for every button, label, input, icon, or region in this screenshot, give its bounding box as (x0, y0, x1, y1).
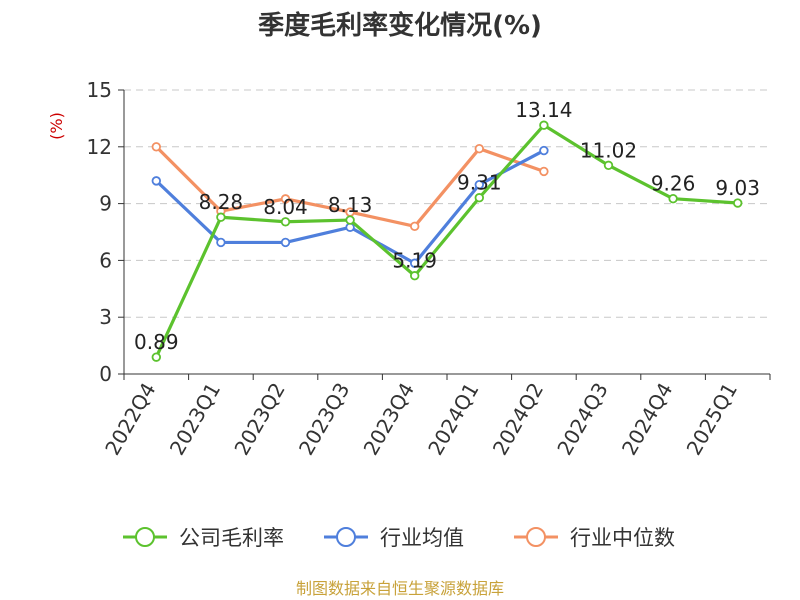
data-point (539, 145, 549, 156)
data-label: 9.03 (715, 176, 760, 200)
data-point (733, 198, 743, 208)
legend-label: 行业中位数 (570, 526, 675, 550)
legend-label: 公司毛利率 (179, 526, 284, 550)
x-tick-label: 2023Q2 (229, 379, 289, 460)
data-point (410, 221, 420, 232)
legend-swatch-marker (526, 527, 546, 547)
data-label: 9.31 (457, 171, 502, 195)
data-point (474, 193, 484, 203)
x-tick-label: 2024Q2 (488, 379, 548, 460)
x-tick-labels: 2022Q4 2023Q1 2023Q2 2023Q3 2023Q4 2024Q1 2024… (100, 379, 742, 460)
y-tick-label: 6 (99, 248, 112, 272)
legend-item: 行业中位数 (514, 526, 675, 550)
data-point (345, 215, 355, 225)
x-tick-label: 2024Q1 (423, 379, 483, 460)
x-tick-label: 2023Q4 (359, 379, 419, 460)
y-tick-label: 3 (99, 305, 112, 329)
legend: 公司毛利率 行业均值 行业中位数 (123, 526, 675, 550)
x-tick-label: 2024Q4 (617, 379, 677, 460)
data-point (474, 143, 484, 154)
y-tick-label: 12 (87, 135, 112, 159)
legend-item: 公司毛利率 (123, 526, 284, 550)
data-labels: 0.89 8.28 8.04 8.13 5.19 9.31 13.14 11.02 9.26 9.… (134, 98, 760, 354)
legend-label: 行业均值 (380, 526, 464, 550)
data-label: 0.89 (134, 330, 179, 354)
data-label: 11.02 (580, 138, 637, 162)
x-tick-label: 2025Q1 (682, 379, 742, 460)
data-point (216, 212, 226, 222)
y-tick-label: 9 (99, 192, 112, 216)
chart-title: 季度毛利率变化情况(%) (258, 10, 542, 41)
y-tick-labels: 0 3 6 9 12 15 (87, 78, 112, 386)
y-tick-label: 15 (87, 78, 112, 102)
data-point (280, 194, 291, 204)
series-line (154, 123, 738, 358)
y-axis-label: (%) (47, 112, 66, 140)
axes (118, 89, 771, 380)
data-label: 8.28 (199, 190, 244, 214)
y-tick-label: 0 (99, 362, 112, 386)
data-point (474, 179, 484, 190)
data-label: 8.04 (263, 195, 308, 219)
data-point (539, 166, 549, 177)
data-point (603, 160, 614, 171)
data-label: 5.19 (392, 249, 437, 273)
data-point (151, 176, 161, 186)
data-point (151, 352, 161, 362)
x-tick-label: 2022Q4 (100, 379, 160, 460)
source-note: 制图数据来自恒生聚源数据库 (296, 579, 504, 598)
data-point (539, 120, 549, 130)
data-label: 8.13 (328, 193, 373, 217)
data-point (410, 271, 420, 281)
legend-swatch-marker (336, 527, 356, 547)
data-point (668, 193, 678, 204)
data-label: 9.26 (651, 172, 696, 196)
data-point (216, 237, 226, 248)
data-point (280, 217, 291, 227)
x-tick-label: 2023Q3 (294, 379, 354, 460)
data-point (410, 258, 420, 268)
x-tick-label: 2023Q1 (165, 379, 225, 460)
series-lines (151, 120, 743, 362)
data-label: 13.14 (515, 98, 572, 122)
data-point (151, 142, 161, 152)
data-point (280, 237, 291, 248)
legend-item: 行业均值 (324, 526, 464, 550)
x-tick-label: 2024Q3 (552, 379, 612, 460)
legend-swatch-marker (135, 527, 155, 547)
